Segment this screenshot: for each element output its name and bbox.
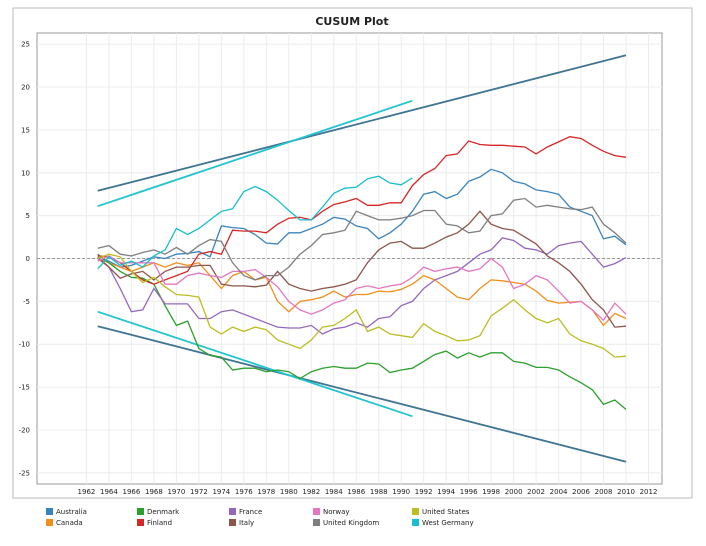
x-tick-label: 1964 [100, 488, 118, 496]
legend-swatch [313, 508, 320, 515]
y-tick-label: -5 [23, 298, 30, 306]
x-tick-label: 1992 [415, 488, 433, 496]
x-tick-label: 1996 [460, 488, 478, 496]
legend-swatch [229, 519, 236, 526]
x-tick-label: 1986 [347, 488, 365, 496]
x-tick-label: 1984 [325, 488, 343, 496]
series-line [97, 210, 627, 328]
x-tick-label: 1978 [257, 488, 275, 496]
legend-swatch [137, 508, 144, 515]
y-tick-label: 10 [21, 169, 30, 177]
y-tick-label: 5 [26, 212, 30, 220]
x-tick-label: 1966 [123, 488, 141, 496]
legend-label: France [239, 508, 262, 516]
series-line [97, 255, 627, 322]
legend-label: Australia [56, 508, 87, 516]
x-tick-label: 2010 [617, 488, 635, 496]
x-tick-label: 2008 [595, 488, 613, 496]
series-line [97, 237, 627, 335]
legend-swatch [229, 508, 236, 515]
series-line [97, 253, 627, 410]
legend-label: United Kingdom [323, 519, 379, 527]
legend-label: Canada [56, 519, 83, 527]
series-line [97, 257, 627, 327]
y-tick-label: -10 [19, 341, 30, 349]
y-tick-label: 25 [21, 41, 30, 49]
series-line [97, 253, 627, 358]
limit-line [97, 325, 627, 463]
x-tick-label: 1990 [392, 488, 410, 496]
x-tick-label: 2012 [640, 488, 658, 496]
y-tick-label: -15 [19, 384, 30, 392]
legend-swatch [137, 519, 144, 526]
x-tick-label: 1998 [482, 488, 500, 496]
x-tick-label: 1972 [190, 488, 208, 496]
series-line [97, 136, 627, 285]
x-tick-label: 1982 [302, 488, 320, 496]
legend-label: United States [422, 508, 470, 516]
legend-label: West Germany [422, 519, 474, 527]
y-tick-label: 0 [26, 255, 30, 263]
limit-line [97, 310, 413, 418]
legend-label: Denmark [147, 508, 180, 516]
legend-swatch [313, 519, 320, 526]
x-tick-label: 1974 [212, 488, 230, 496]
legend-swatch [412, 519, 419, 526]
series-line [97, 175, 413, 270]
x-tick-label: 1980 [280, 488, 298, 496]
x-tick-label: 1994 [437, 488, 455, 496]
x-tick-label: 1962 [78, 488, 96, 496]
x-tick-label: 2006 [572, 488, 590, 496]
legend-swatch [412, 508, 419, 515]
x-tick-label: 1970 [167, 488, 185, 496]
legend-label: Norway [323, 508, 350, 516]
legend-swatch [46, 508, 53, 515]
limit-line [97, 99, 413, 208]
legend-swatch [46, 519, 53, 526]
x-tick-label: 2004 [550, 488, 568, 496]
y-tick-label: 20 [21, 84, 30, 92]
x-tick-label: 1988 [370, 488, 388, 496]
y-tick-label: -25 [19, 469, 30, 477]
chart-title: CUSUM Plot [315, 15, 388, 28]
legend-label: Italy [239, 519, 254, 527]
series-line [97, 197, 627, 281]
x-tick-label: 1968 [145, 488, 163, 496]
x-tick-label: 2002 [527, 488, 545, 496]
y-tick-label: -20 [19, 426, 30, 434]
legend-label: Finland [147, 519, 172, 527]
x-tick-label: 2000 [505, 488, 523, 496]
limit-line [97, 54, 627, 192]
y-tick-label: 15 [21, 126, 30, 134]
x-tick-label: 1976 [235, 488, 253, 496]
